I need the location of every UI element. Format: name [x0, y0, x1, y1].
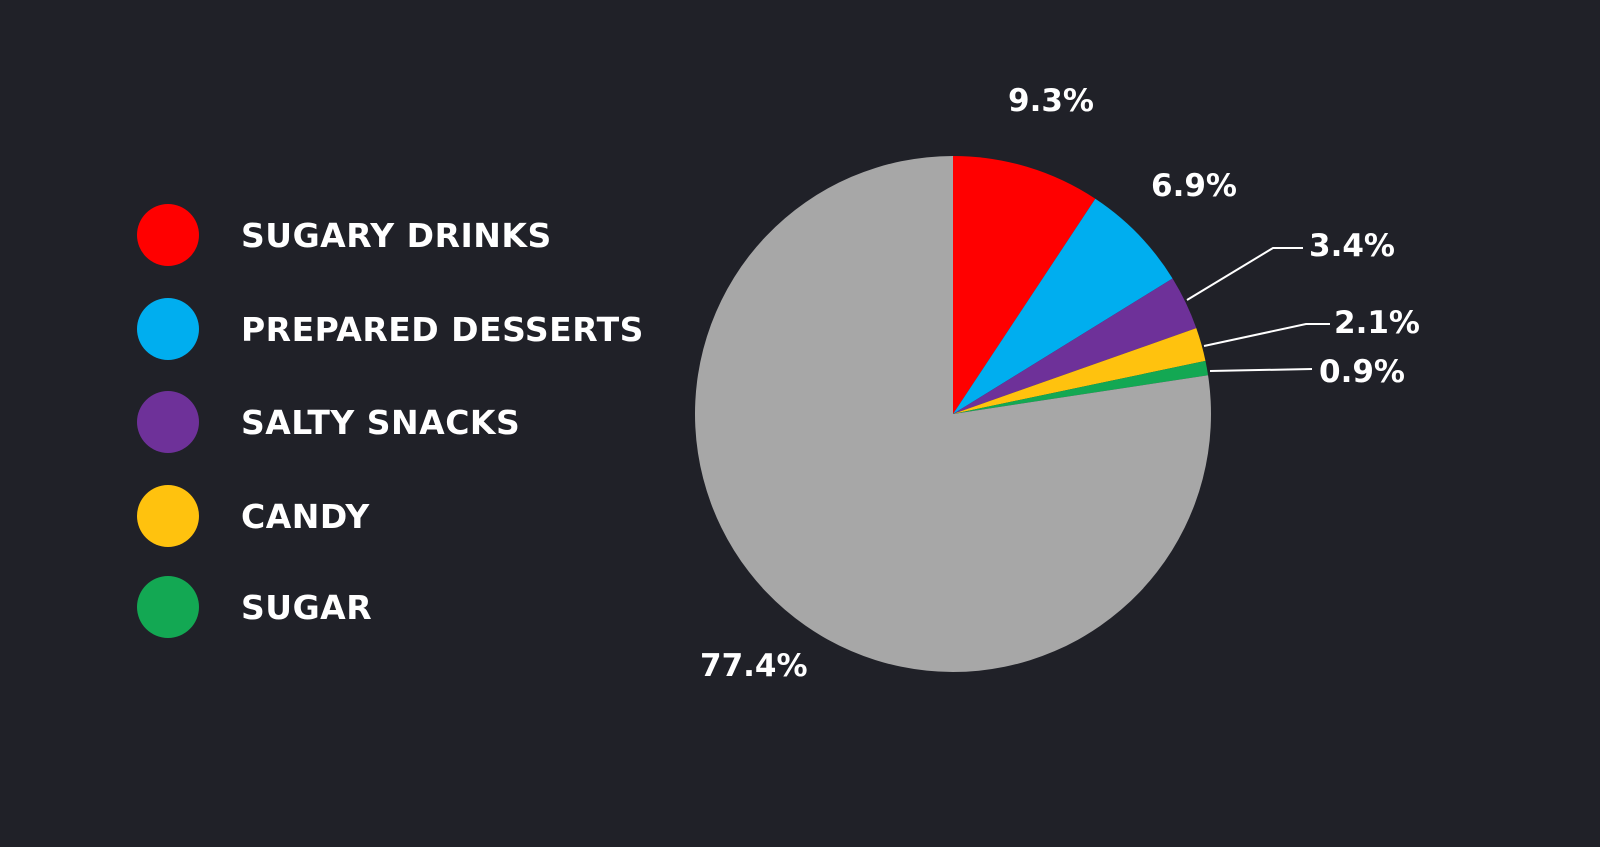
- slice-label-other: 77.4%: [700, 648, 808, 684]
- pie-slice-other: [695, 156, 1211, 672]
- pie-slice-candy: [953, 328, 1206, 414]
- legend-swatch-prepared-desserts: [137, 298, 199, 360]
- legend-swatch-sugary-drinks: [137, 204, 199, 266]
- slice-label-sugary-drinks: 9.3%: [1008, 83, 1094, 119]
- legend-item-sugary-drinks: SUGARY DRINKS: [137, 203, 737, 267]
- legend-label: SUGAR: [241, 587, 373, 627]
- pie-slice-prepared-desserts: [953, 198, 1173, 414]
- legend-item-prepared-desserts: PREPARED DESSERTS: [137, 297, 737, 361]
- legend-label: PREPARED DESSERTS: [241, 309, 644, 349]
- leader-lines: [1186, 247, 1330, 372]
- slice-label-candy: 2.1%: [1334, 305, 1420, 341]
- legend-swatch-candy: [137, 485, 199, 547]
- legend-label: CANDY: [241, 496, 370, 536]
- slice-label-sugar: 0.9%: [1319, 354, 1405, 390]
- pie-slice-sugar: [953, 360, 1209, 414]
- leader-line-salty-snacks: [1186, 247, 1303, 301]
- pie-slice-salty-snacks: [953, 278, 1197, 414]
- legend-swatch-salty-snacks: [137, 391, 199, 453]
- legend-item-sugar: SUGAR: [137, 575, 737, 639]
- pie-slices: [695, 156, 1211, 672]
- legend-label: SALTY SNACKS: [241, 402, 521, 442]
- leader-line-sugar: [1209, 368, 1313, 372]
- legend-label: SUGARY DRINKS: [241, 215, 552, 255]
- legend-item-candy: CANDY: [137, 484, 737, 548]
- slice-label-prepared-desserts: 6.9%: [1151, 168, 1237, 204]
- pie-slice-sugary-drinks: [953, 156, 1096, 414]
- legend-item-salty-snacks: SALTY SNACKS: [137, 390, 737, 454]
- leader-line-candy: [1203, 323, 1330, 347]
- legend-swatch-sugar: [137, 576, 199, 638]
- slice-label-salty-snacks: 3.4%: [1309, 228, 1395, 264]
